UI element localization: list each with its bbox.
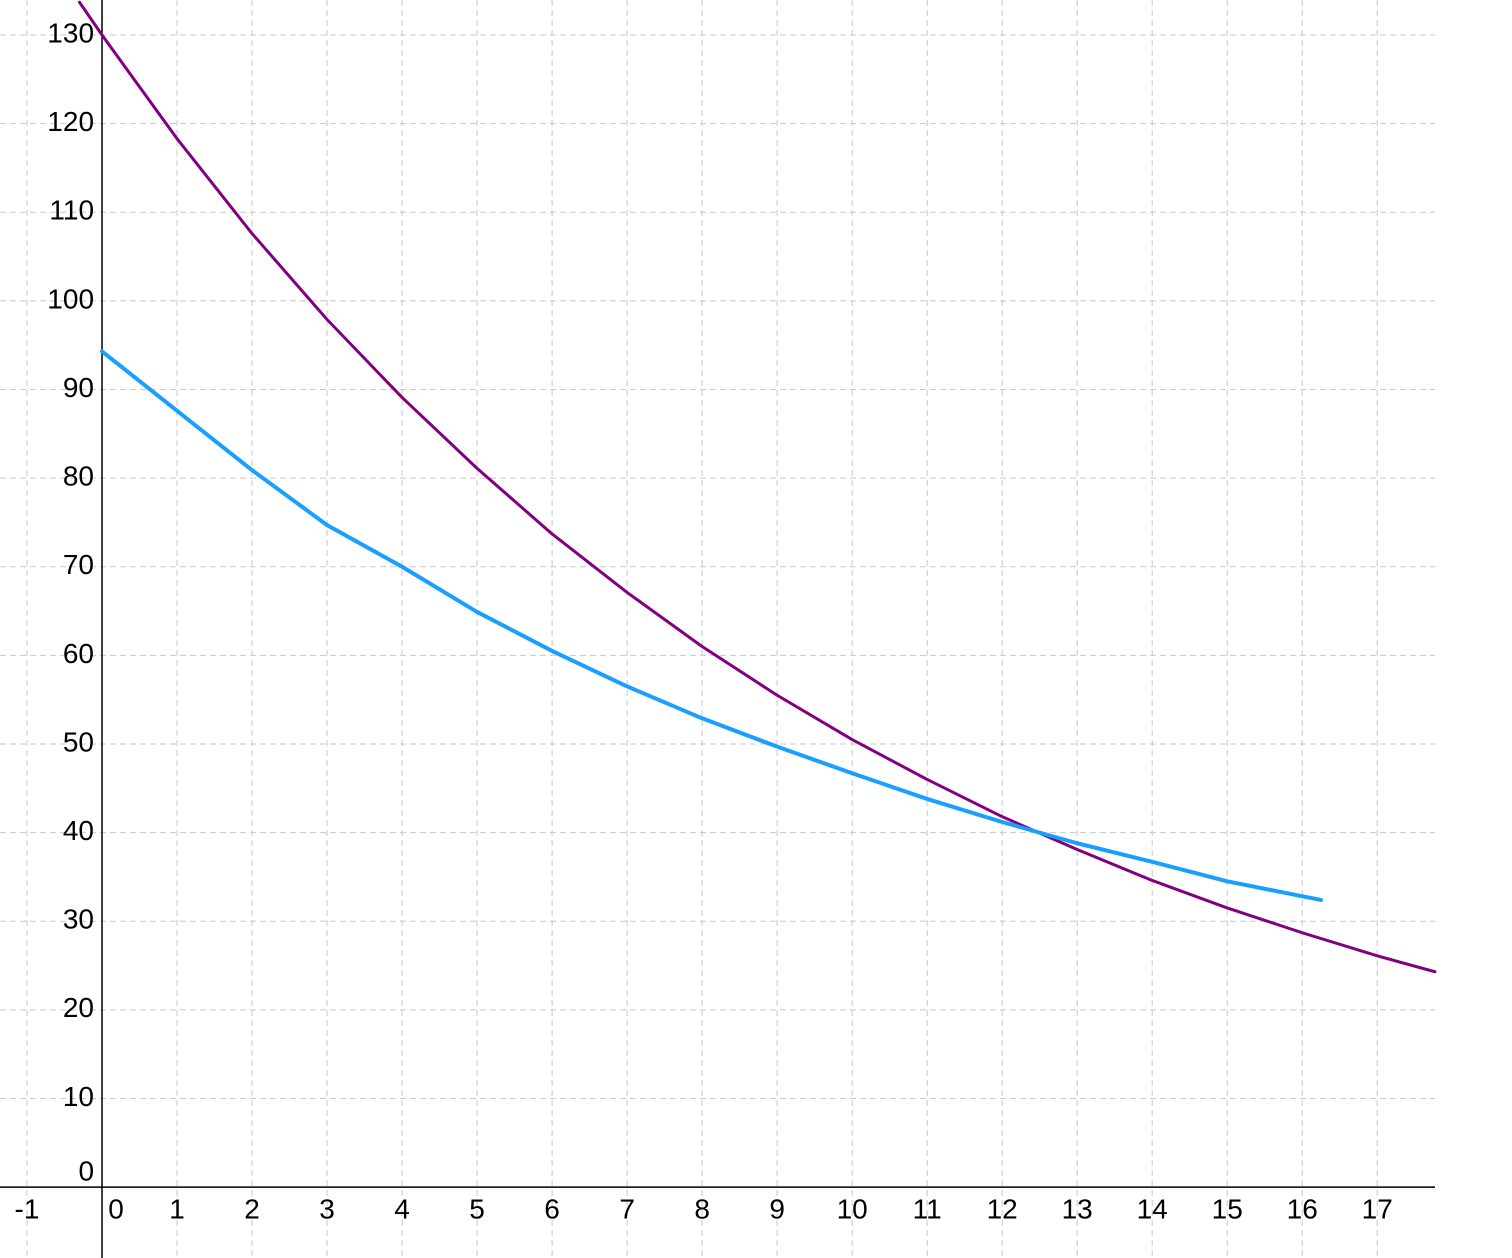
y-tick-label: 110 — [49, 195, 94, 226]
x-tick-label: 17 — [1362, 1193, 1393, 1224]
x-tick-label: 11 — [913, 1193, 942, 1224]
y-tick-label: 130 — [47, 17, 94, 48]
y-tick-label: 100 — [47, 283, 94, 314]
x-tick-label: 14 — [1137, 1193, 1168, 1224]
y-tick-label: 90 — [63, 372, 94, 403]
x-tick-label: -1 — [15, 1193, 40, 1224]
y-tick-label: 20 — [63, 992, 94, 1023]
y-tick-label: 0 — [78, 1155, 94, 1186]
curve — [100, 349, 1323, 902]
x-tick-label: 7 — [619, 1193, 635, 1224]
x-tick-label: 16 — [1287, 1193, 1318, 1224]
y-tick-label: 50 — [63, 726, 94, 757]
y-tick-label: 70 — [63, 549, 94, 580]
y-tick-label: 120 — [47, 106, 94, 137]
curve — [78, 0, 1437, 974]
x-tick-label: 13 — [1062, 1193, 1093, 1224]
y-tick-label: 10 — [63, 1081, 94, 1112]
y-tick-label: 80 — [63, 461, 94, 492]
x-tick-label: 15 — [1212, 1193, 1243, 1224]
x-tick-label: 10 — [837, 1193, 868, 1224]
x-tick-label: 9 — [769, 1193, 785, 1224]
x-tick-label: 12 — [987, 1193, 1018, 1224]
y-tick-label: 40 — [63, 815, 94, 846]
x-tick-label: 8 — [694, 1193, 710, 1224]
x-tick-label: 2 — [244, 1193, 260, 1224]
y-tick-label: 30 — [63, 904, 94, 935]
x-tick-label: 5 — [469, 1193, 485, 1224]
x-tick-label: 3 — [319, 1193, 335, 1224]
x-tick-label: 1 — [169, 1193, 185, 1224]
x-tick-label: 0 — [108, 1193, 124, 1224]
y-tick-label: 60 — [63, 638, 94, 669]
x-tick-label: 4 — [394, 1193, 410, 1224]
x-tick-label: 6 — [544, 1193, 560, 1224]
